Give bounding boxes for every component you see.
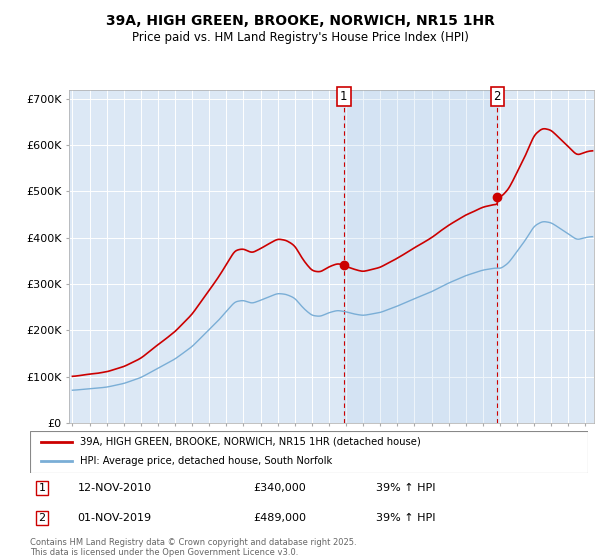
Text: 2: 2 (38, 513, 46, 523)
Text: 01-NOV-2019: 01-NOV-2019 (77, 513, 152, 523)
FancyBboxPatch shape (30, 431, 588, 473)
Text: £489,000: £489,000 (253, 513, 306, 523)
Text: 39% ↑ HPI: 39% ↑ HPI (376, 483, 436, 493)
Text: 39A, HIGH GREEN, BROOKE, NORWICH, NR15 1HR (detached house): 39A, HIGH GREEN, BROOKE, NORWICH, NR15 1… (80, 437, 421, 447)
Text: HPI: Average price, detached house, South Norfolk: HPI: Average price, detached house, Sout… (80, 456, 332, 466)
Text: 1: 1 (340, 90, 347, 102)
Text: 2: 2 (493, 90, 501, 102)
Text: 12-NOV-2010: 12-NOV-2010 (77, 483, 152, 493)
Text: 39% ↑ HPI: 39% ↑ HPI (376, 513, 436, 523)
Text: Contains HM Land Registry data © Crown copyright and database right 2025.
This d: Contains HM Land Registry data © Crown c… (30, 538, 356, 557)
Text: £340,000: £340,000 (253, 483, 306, 493)
Bar (344, 90, 497, 423)
Text: Price paid vs. HM Land Registry's House Price Index (HPI): Price paid vs. HM Land Registry's House … (131, 31, 469, 44)
Text: 39A, HIGH GREEN, BROOKE, NORWICH, NR15 1HR: 39A, HIGH GREEN, BROOKE, NORWICH, NR15 1… (106, 14, 494, 28)
Text: 1: 1 (38, 483, 46, 493)
